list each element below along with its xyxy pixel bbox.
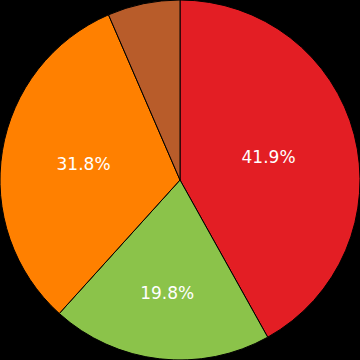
svg-text:41.9%: 41.9% [242,147,296,167]
svg-text:31.8%: 31.8% [57,154,111,174]
svg-text:19.8%: 19.8% [140,283,194,303]
